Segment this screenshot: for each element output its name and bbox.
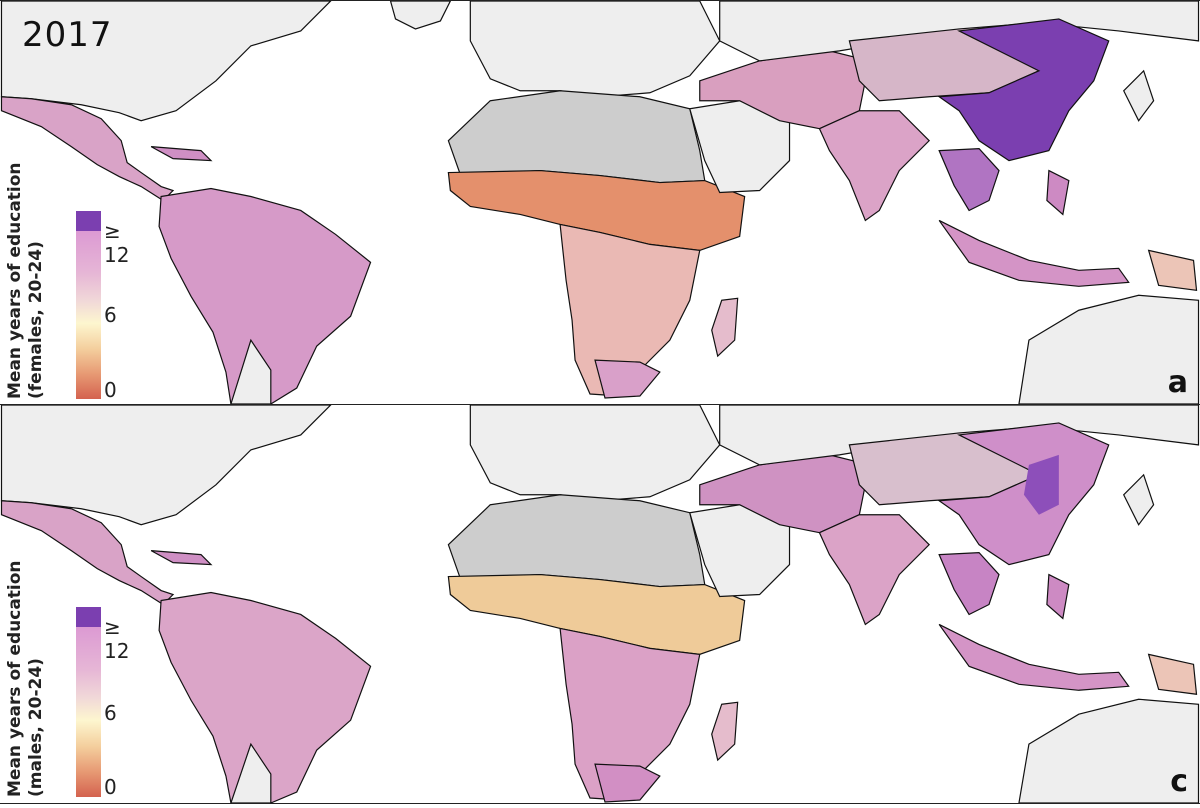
japan-region: [1122, 473, 1155, 526]
tick-0: 0: [104, 775, 117, 799]
legend-title-line1: Mean years of education: [5, 560, 25, 797]
china-region: [937, 18, 1110, 162]
colorbar-max-swatch: [76, 607, 101, 627]
europe-region: [469, 1, 721, 98]
indonesia-region: [938, 219, 1130, 287]
world-map-males: [0, 405, 1200, 803]
bottom-panel-edge: [0, 803, 1200, 808]
tick-6: 6: [104, 701, 117, 725]
panel-letter-a: a: [1167, 365, 1188, 400]
australia-region: [1018, 698, 1200, 803]
philippines-region: [1046, 573, 1070, 620]
year-label: 2017: [22, 15, 113, 55]
south-america-region: [158, 591, 372, 803]
tick-0: 0: [104, 378, 117, 402]
map-panel-males: Mean years of education (males, 20-24) ≥…: [0, 404, 1200, 803]
southern-cone-region: [230, 338, 272, 404]
legend-females: Mean years of education (females, 20-24)…: [0, 1, 150, 404]
southern-cone-region: [230, 742, 272, 803]
mexico-central-america-region: [0, 96, 175, 202]
caribbean-region: [150, 550, 213, 566]
greenland-region: [389, 1, 452, 30]
legend-title-line2: (females, 20-24): [26, 241, 46, 399]
map-panel-females: 2017 Mean years of education (females, 2…: [0, 0, 1200, 404]
southeast-asia-region: [938, 148, 1000, 212]
southeast-asia-region: [938, 552, 1000, 616]
north-africa-region: [447, 90, 706, 184]
japan-region: [1122, 69, 1155, 122]
colorbar-gradient: [76, 627, 101, 797]
caribbean-region: [150, 146, 213, 162]
europe-region: [469, 405, 721, 502]
indonesia-region: [938, 623, 1130, 691]
colorbar-max-swatch: [76, 211, 101, 231]
south-africa-region: [594, 359, 661, 399]
madagascar-region: [711, 297, 739, 358]
panel-letter-c: c: [1170, 764, 1188, 799]
tick-12: ≥ 12: [104, 219, 130, 267]
india-region: [818, 110, 931, 222]
china-region: [937, 422, 1110, 566]
legend-title-line1: Mean years of education: [5, 162, 25, 399]
colorbar-gradient: [76, 231, 101, 399]
legend-title-females: Mean years of education (females, 20-24): [5, 162, 47, 399]
mexico-central-america-region: [0, 500, 175, 606]
north-africa-region: [447, 494, 706, 588]
india-region: [818, 514, 931, 626]
papua-region: [1147, 249, 1198, 291]
australia-region: [1018, 294, 1200, 404]
madagascar-region: [711, 701, 739, 762]
tick-6: 6: [104, 303, 117, 327]
east-china-high-region: [1023, 454, 1059, 515]
legend-title-line2: (males, 20-24): [26, 658, 46, 797]
papua-region: [1147, 653, 1198, 695]
legend-title-males: Mean years of education (males, 20-24): [5, 560, 47, 797]
philippines-region: [1046, 169, 1070, 216]
tick-12: ≥ 12: [104, 615, 130, 663]
world-map-females: [0, 1, 1200, 404]
south-africa-region: [594, 763, 661, 803]
legend-males: Mean years of education (males, 20-24) ≥…: [0, 405, 150, 803]
south-america-region: [158, 187, 372, 404]
